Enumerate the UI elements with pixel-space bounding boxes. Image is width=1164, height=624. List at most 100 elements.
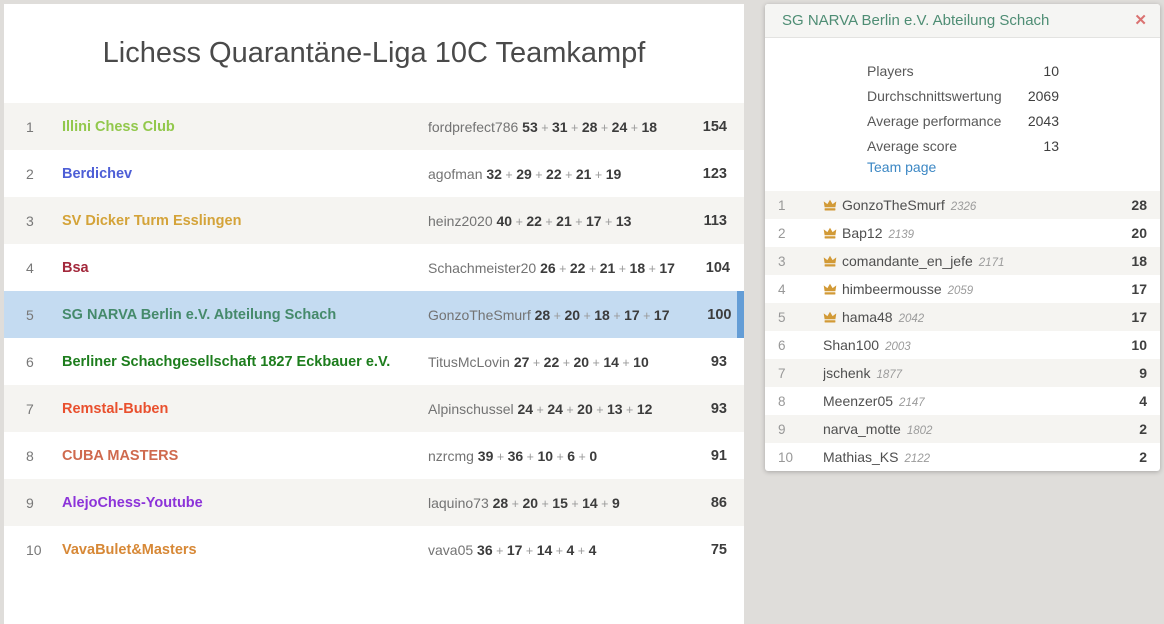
team-page-link[interactable]: Team page (867, 159, 937, 175)
team-name-link[interactable]: SG NARVA Berlin e.V. Abteilung Schach (62, 306, 337, 323)
top-player-scores: Alpinschussel 24 + 24 + 20 + 13 + 12 (428, 401, 672, 417)
player-score: 2 (1139, 449, 1147, 465)
player-score: 28 (1131, 197, 1147, 213)
team-player-row: 3 comandante_en_jefe 2171 18 (765, 247, 1160, 275)
team-player-row: 1 GonzoTheSmurf 2326 28 (765, 191, 1160, 219)
team-rank: 6 (26, 353, 34, 370)
team-rank: 9 (26, 494, 34, 511)
standings-row[interactable]: 1 Illini Chess Club fordprefect786 53 + … (4, 103, 744, 150)
player-score: 9 (1139, 365, 1147, 381)
stat-value: 13 (1043, 137, 1059, 154)
close-icon[interactable]: ✕ (1134, 12, 1147, 29)
standings-row[interactable]: 7 Remstal-Buben Alpinschussel 24 + 24 + … (4, 385, 744, 432)
team-name-link[interactable]: Illini Chess Club (62, 118, 175, 135)
player-name-link[interactable]: hama48 (842, 309, 893, 325)
player-name-link[interactable]: GonzoTheSmurf (842, 197, 945, 213)
top-player-name: GonzoTheSmurf (428, 306, 535, 323)
team-rank: 7 (26, 400, 34, 417)
player-rating: 1802 (906, 425, 933, 437)
player-rating: 2326 (950, 201, 977, 213)
standings-row[interactable]: 2 Berdichev agofman 32 + 29 + 22 + 21 + … (4, 150, 744, 197)
team-name-link[interactable]: Berdichev (62, 165, 133, 182)
stat-value: 10 (1043, 62, 1059, 79)
top-player-scores: laquino73 28 + 20 + 15 + 14 + 9 (428, 495, 672, 511)
team-rank: 4 (26, 259, 34, 276)
team-name-link[interactable]: AlejoChess-Youtube (62, 494, 203, 511)
stat-row-average-rating: Durchschnittswertung 2069 (867, 83, 1059, 108)
player-name-cell: jschenk 1877 (823, 365, 1139, 381)
team-rank: 3 (26, 212, 34, 229)
standings-table: 1 Illini Chess Club fordprefect786 53 + … (4, 103, 744, 573)
top-player-scores: fordprefect786 53 + 31 + 28 + 24 + 18 (428, 119, 672, 135)
player-name-cell: Shan100 2003 (823, 337, 1131, 353)
team-player-row: 6 Shan100 2003 10 (765, 331, 1160, 359)
player-name-link[interactable]: Shan100 (823, 337, 880, 353)
top-player-scores: GonzoTheSmurf 28 + 20 + 18 + 17 + 17 (428, 307, 670, 323)
player-rating: 2139 (888, 229, 915, 241)
player-name-cell: himbeermousse 2059 (823, 281, 1131, 297)
stat-label: Durchschnittswertung (867, 87, 1002, 104)
player-rating: 2003 (885, 341, 911, 353)
standings-row[interactable]: 8 CUBA MASTERS nzrcmg 39 + 36 + 10 + 6 +… (4, 432, 744, 479)
player-score: 17 (1131, 309, 1147, 325)
team-total-score: 100 (707, 306, 732, 323)
team-name-link[interactable]: Bsa (62, 259, 89, 276)
team-name-link[interactable]: CUBA MASTERS (62, 447, 179, 464)
top-player-name: vava05 (428, 541, 478, 558)
player-name-link[interactable]: comandante_en_jefe (842, 253, 973, 269)
team-player-list: 1 GonzoTheSmurf 2326 28 2 Bap12 2139 20 … (765, 191, 1160, 471)
player-rank: 1 (778, 197, 786, 213)
player-rank: 10 (778, 449, 794, 465)
leader-crown-icon (823, 227, 837, 239)
score-breakdown: 32 + 29 + 22 + 21 + 19 (486, 165, 622, 182)
top-player-scores: heinz2020 40 + 22 + 21 + 17 + 13 (428, 213, 672, 229)
team-player-row: 5 hama48 2042 17 (765, 303, 1160, 331)
team-total-score: 104 (705, 259, 730, 276)
team-total-score: 123 (702, 165, 727, 182)
player-name-cell: narva_motte 1802 (823, 421, 1139, 437)
team-name-link[interactable]: SV Dicker Turm Esslingen (62, 212, 242, 229)
player-name-link[interactable]: narva_motte (823, 421, 901, 437)
top-player-scores: TitusMcLovin 27 + 22 + 20 + 14 + 10 (428, 354, 672, 370)
player-score: 4 (1139, 393, 1147, 409)
team-rank: 8 (26, 447, 34, 464)
team-total-score: 86 (710, 494, 727, 511)
player-name-link[interactable]: Mathias_KS (823, 449, 899, 465)
team-total-score: 113 (703, 212, 727, 229)
standings-row[interactable]: 5 SG NARVA Berlin e.V. Abteilung Schach … (4, 291, 744, 338)
player-name-link[interactable]: Meenzer05 (823, 393, 894, 409)
score-breakdown: 28 + 20 + 15 + 14 + 9 (492, 494, 620, 511)
team-rank: 5 (26, 306, 34, 323)
team-name-link[interactable]: Remstal-Buben (62, 400, 169, 417)
score-breakdown: 27 + 22 + 20 + 14 + 10 (513, 353, 649, 370)
player-rank: 6 (778, 337, 786, 353)
stat-value: 2043 (1027, 112, 1059, 129)
stat-row-average-performance: Average performance 2043 (867, 108, 1059, 133)
team-name-link[interactable]: Berliner Schachgesellschaft 1827 Eckbaue… (62, 353, 391, 370)
team-stats: Players 10 Durchschnittswertung 2069 Ave… (867, 58, 1059, 158)
player-rank: 7 (778, 365, 786, 381)
standings-row[interactable]: 10 VavaBulet&Masters vava05 36 + 17 + 14… (4, 526, 744, 573)
team-name-link[interactable]: VavaBulet&Masters (62, 541, 197, 558)
player-rating: 2171 (978, 257, 1005, 269)
player-score: 17 (1131, 281, 1147, 297)
score-breakdown: 53 + 31 + 28 + 24 + 18 (522, 118, 658, 135)
score-breakdown: 40 + 22 + 21 + 17 + 13 (496, 212, 632, 229)
team-player-row: 4 himbeermousse 2059 17 (765, 275, 1160, 303)
player-rank: 2 (778, 225, 786, 241)
team-total-score: 154 (702, 118, 727, 135)
player-name-link[interactable]: himbeermousse (842, 281, 942, 297)
top-player-name: Alpinschussel (428, 400, 518, 417)
score-breakdown: 26 + 22 + 21 + 18 + 17 (540, 259, 675, 276)
player-score: 20 (1131, 225, 1147, 241)
standings-row[interactable]: 3 SV Dicker Turm Esslingen heinz2020 40 … (4, 197, 744, 244)
player-name-link[interactable]: Bap12 (842, 225, 883, 241)
standings-row[interactable]: 4 Bsa Schachmeister20 26 + 22 + 21 + 18 … (4, 244, 744, 291)
standings-row[interactable]: 6 Berliner Schachgesellschaft 1827 Eckba… (4, 338, 744, 385)
stat-row-players: Players 10 (867, 58, 1059, 83)
standings-row[interactable]: 9 AlejoChess-Youtube laquino73 28 + 20 +… (4, 479, 744, 526)
player-name-cell: Meenzer05 2147 (823, 393, 1139, 409)
team-rank: 1 (26, 118, 34, 135)
leader-crown-icon (823, 283, 837, 295)
player-name-link[interactable]: jschenk (823, 365, 871, 381)
